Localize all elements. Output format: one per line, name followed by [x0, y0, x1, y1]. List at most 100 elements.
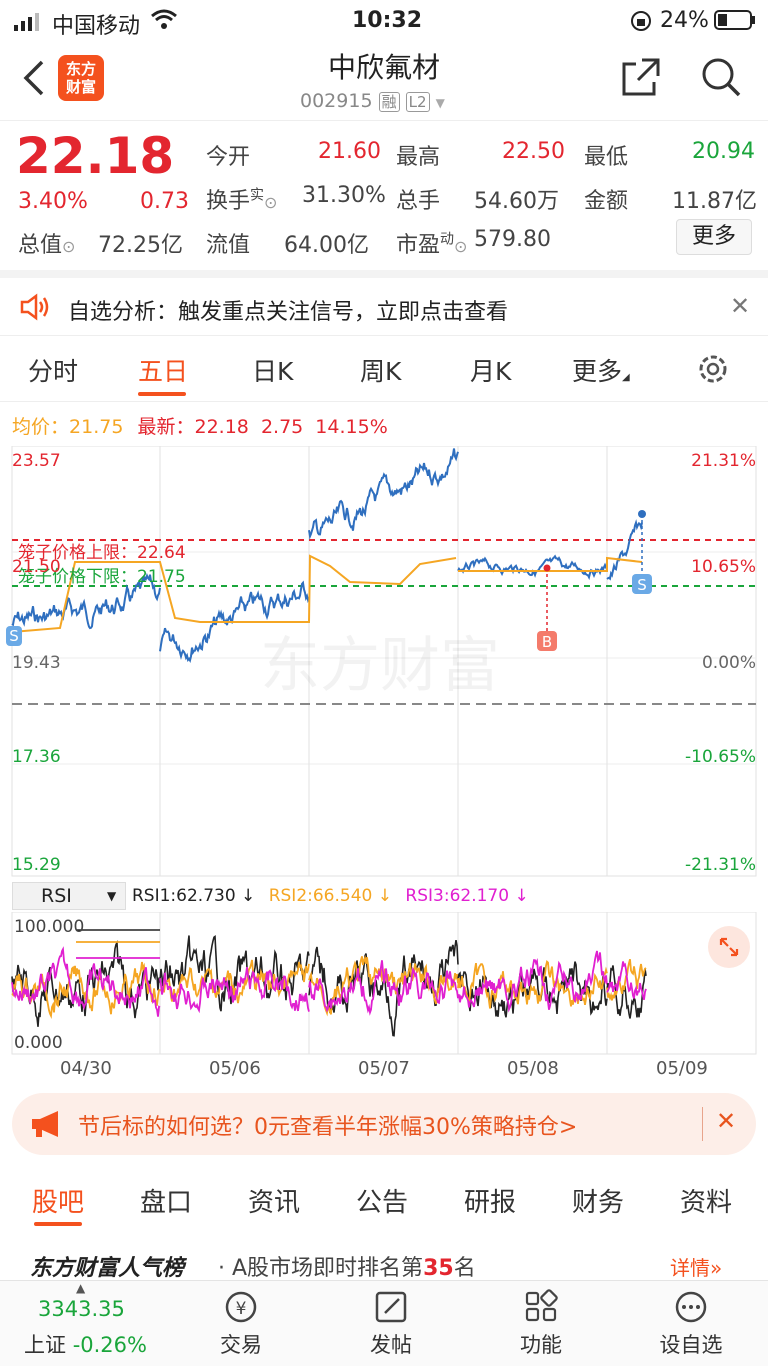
rank-suffix: 名 [453, 1256, 476, 1280]
nav-add-watchlist[interactable]: 设自选 [636, 1289, 746, 1359]
info-icon[interactable]: ⊙ [62, 237, 76, 256]
lower-limit-label: 笼子价格下限：21.75 [18, 567, 186, 587]
rsi-line [159, 959, 310, 1004]
tab-more-label: 更多 [572, 357, 623, 386]
more-button[interactable]: 更多 [676, 219, 752, 255]
turnover-value: 31.30% [302, 183, 386, 208]
active-tab-indicator [138, 392, 186, 396]
date-label: 05/06 [209, 1058, 261, 1079]
tab-profile[interactable]: 资料 [680, 1188, 733, 1218]
edit-icon [375, 1291, 407, 1323]
tab-pankou[interactable]: 盘口 [140, 1188, 193, 1218]
eastmoney-logo: 东方 财富 [58, 55, 104, 101]
rank-number: 35 [423, 1256, 454, 1280]
amount-value: 11.87亿 [672, 189, 757, 214]
close-icon[interactable]: ✕ [730, 292, 751, 320]
indicator-label: RSI [41, 885, 72, 907]
tab-weekly-k[interactable]: 周K [360, 357, 402, 386]
change-percent: 3.40% [18, 189, 88, 214]
active-tab-indicator [34, 1222, 82, 1226]
avg-value: 21.75 [69, 416, 124, 438]
tab-intraday[interactable]: 分时 [28, 357, 79, 386]
rsi-chart[interactable]: 100.000 0.000 [0, 912, 768, 1056]
nav-functions-label: 功能 [520, 1333, 562, 1357]
tab-more[interactable]: 更多◢ [572, 352, 630, 388]
indicator-selector[interactable]: RSI ▼ [12, 882, 126, 910]
close-icon[interactable]: ✕ [716, 1107, 737, 1135]
tab-research[interactable]: 研报 [464, 1188, 517, 1218]
price-line [308, 448, 459, 540]
analysis-text: 自选分析：触发重点关注信号，立即点击查看 [68, 300, 509, 325]
index-quote[interactable]: ▲ 3343.35 上证 -0.26% [0, 1281, 168, 1367]
tab-news[interactable]: 资讯 [248, 1188, 301, 1218]
back-button[interactable] [22, 60, 46, 100]
stock-code: 002915 [300, 90, 373, 112]
signal-icon [14, 12, 44, 37]
double-chevron-icon: » [710, 1256, 723, 1280]
chart-tabs: 分时 五日 日K 周K 月K 更多◢ [0, 336, 768, 402]
popularity-rank[interactable]: 东方财富人气榜 · A股市场即时排名第35名 详情» [0, 1240, 768, 1280]
margin-badge: 融 [378, 92, 400, 112]
share-icon[interactable] [620, 56, 662, 102]
info-tabs: 股吧 盘口 资讯 公告 研报 财务 资料 [0, 1170, 768, 1234]
current-price: 22.18 [16, 127, 175, 185]
amount-label: 金额 [584, 189, 629, 214]
tab-monthly-k[interactable]: 月K [470, 357, 512, 386]
chart-frame [11, 446, 757, 877]
price-chart[interactable]: 东方财富 笼子价格上限：22.64 笼子价格下限：21.75 23.57 21.… [0, 446, 768, 878]
search-icon[interactable] [700, 56, 742, 102]
tab-guba[interactable]: 股吧 [32, 1188, 85, 1218]
price-line [457, 554, 608, 581]
index-change: -0.26% [72, 1333, 147, 1357]
price-line [11, 572, 161, 630]
watermark: 东方财富 [260, 631, 500, 701]
analysis-banner[interactable]: 自选分析：触发重点关注信号，立即点击查看 ✕ [0, 270, 768, 336]
nav-functions[interactable]: 功能 [486, 1289, 596, 1359]
battery-percent: 24% [660, 8, 709, 33]
rsi-line [308, 939, 459, 1037]
buy-marker[interactable] [537, 631, 557, 651]
y-right-3: 0.00% [702, 653, 756, 673]
rsi3-value: RSI3:62.170 ↓ [405, 886, 529, 906]
battery-icon [714, 10, 756, 36]
rank-detail: 详情 [670, 1256, 710, 1280]
expand-button[interactable] [708, 926, 750, 968]
settings-icon[interactable] [696, 352, 730, 390]
divider [702, 1107, 703, 1141]
latest-label: 最新： [137, 416, 195, 438]
volume-value: 54.60万 [474, 189, 559, 214]
tab-five-day[interactable]: 五日 [138, 357, 189, 386]
date-label: 05/09 [656, 1058, 708, 1079]
chevron-down-icon[interactable]: ▼ [435, 96, 445, 110]
low-value: 20.94 [692, 139, 755, 164]
index-name: 上证 [24, 1333, 66, 1357]
info-icon[interactable]: ⊙ [454, 237, 468, 256]
sell-marker[interactable] [632, 574, 652, 594]
five-day-chart[interactable]: 均价：21.75 最新：22.18 2.75 14.15% 东方财富 笼子价格上… [0, 402, 768, 1082]
pe-sup: 动 [440, 231, 455, 248]
nav-trade[interactable]: ¥ 交易 [186, 1289, 296, 1359]
sell-marker-early[interactable] [6, 626, 22, 646]
quote-panel: 22.18 3.40% 0.73 今开 21.60 最高 22.50 最低 20… [0, 120, 768, 270]
y-left-1: 23.57 [12, 451, 61, 471]
promo-banner[interactable]: 节后标的如何选？0元查看半年涨幅30%策略持仓> ✕ [12, 1093, 756, 1155]
tab-daily-k[interactable]: 日K [252, 357, 294, 386]
dropdown-triangle-icon: ▼ [107, 889, 117, 903]
upper-limit-label: 笼子价格上限：22.64 [18, 543, 186, 563]
info-icon[interactable]: ⊙ [264, 193, 278, 212]
rsi-line [606, 965, 647, 1019]
rsi-line [159, 935, 310, 1012]
megaphone-icon [30, 1109, 64, 1143]
rank-brand: 东方财富人气榜 [30, 1256, 185, 1280]
high-label: 最高 [396, 145, 441, 170]
tab-announcements[interactable]: 公告 [356, 1188, 409, 1218]
nav-post[interactable]: 发帖 [336, 1289, 446, 1359]
turnover-label: 换手 [206, 189, 251, 214]
nav-add-watchlist-label: 设自选 [659, 1333, 723, 1357]
pe-label: 市盈 [396, 233, 441, 258]
pe-value: 579.80 [474, 227, 551, 252]
promo-text: 节后标的如何选？0元查看半年涨幅30%策略持仓> [78, 1115, 578, 1140]
tab-finance[interactable]: 财务 [572, 1188, 625, 1218]
rsi-y-top: 100.000 [14, 917, 84, 937]
change-amount: 0.73 [140, 189, 189, 214]
